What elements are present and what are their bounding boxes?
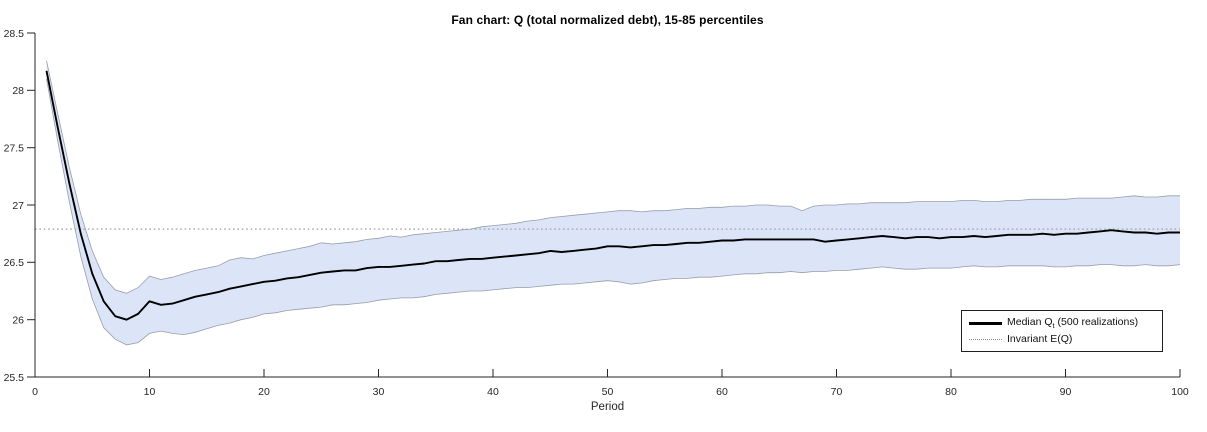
legend-median-label: Median Qt (500 realizations) xyxy=(1007,316,1139,331)
y-tick-label: 25.5 xyxy=(4,372,25,384)
x-tick-label: 60 xyxy=(716,386,728,398)
x-tick-label: 20 xyxy=(258,386,270,398)
x-tick-label: 30 xyxy=(373,386,385,398)
legend-item-median: Median Qt (500 realizations) xyxy=(969,315,1162,331)
x-tick-label: 0 xyxy=(32,386,38,398)
y-tick-label: 26 xyxy=(12,315,24,327)
y-tick-label: 27.5 xyxy=(4,143,25,155)
legend-median-line-sample xyxy=(969,321,1002,325)
x-tick-label: 80 xyxy=(945,386,957,398)
upper-percentile-line xyxy=(46,60,1180,294)
x-tick-label: 100 xyxy=(1171,386,1189,398)
y-tick-label: 26.5 xyxy=(4,257,25,269)
y-tick-label: 28.5 xyxy=(4,28,25,40)
x-tick-label: 10 xyxy=(144,386,156,398)
y-tick-label: 27 xyxy=(12,200,24,212)
x-tick-label: 70 xyxy=(831,386,843,398)
chart-title: Fan chart: Q (total normalized debt), 15… xyxy=(451,13,764,27)
x-tick-label: 50 xyxy=(602,386,614,398)
x-axis-label: Period xyxy=(590,401,625,413)
legend-box: Median Qt (500 realizations) Invariant E… xyxy=(961,310,1163,352)
x-tick-label: 40 xyxy=(487,386,499,398)
lower-percentile-line xyxy=(46,78,1181,346)
y-tick-label: 28 xyxy=(12,85,24,97)
median-line xyxy=(45,70,1180,321)
percentile-band xyxy=(46,60,1180,345)
legend-item-invariant: Invariant E(Q) xyxy=(969,331,1162,347)
legend-invariant-label: Invariant E(Q) xyxy=(1007,333,1073,345)
x-tick-label: 90 xyxy=(1060,386,1072,398)
legend-invariant-line-sample xyxy=(969,338,1002,340)
